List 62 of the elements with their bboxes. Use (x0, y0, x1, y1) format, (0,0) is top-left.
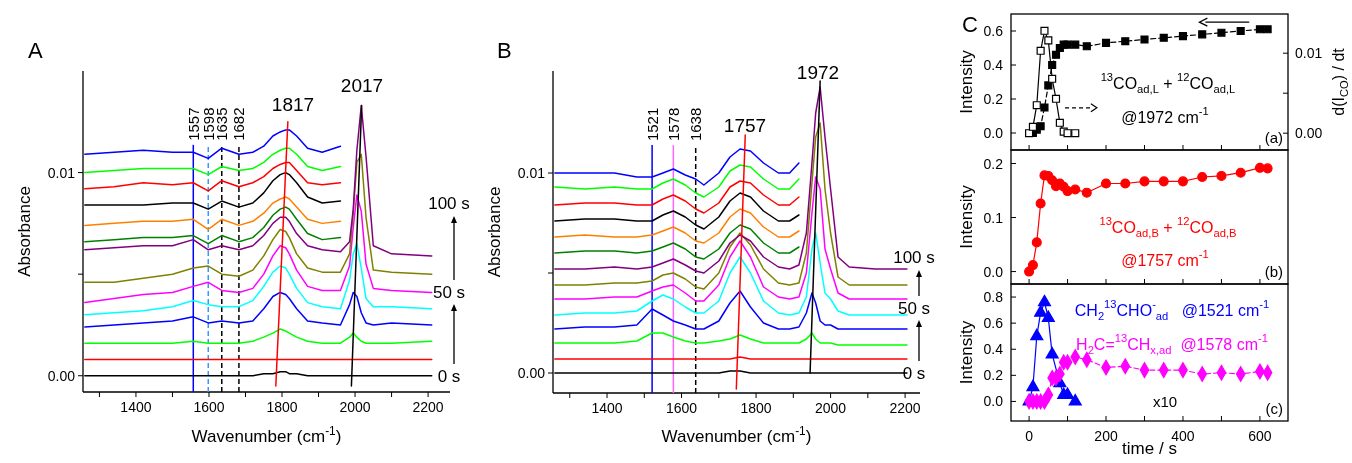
x-tick-label: 2200 (412, 399, 444, 415)
ref-line-label: 1521 (643, 107, 661, 142)
annotation: 1972 (796, 61, 840, 83)
x-axis-title: Wavenumber (cm$^{-1}$) (661, 424, 812, 446)
y-tick-label: 0.6 (983, 23, 1004, 39)
y-tick-label: 0.2 (983, 91, 1004, 107)
chart-title: A (28, 38, 43, 63)
x-tick-label: 1400 (120, 399, 152, 415)
annotation: 2017 (340, 74, 384, 96)
x-tick-label: 200 (1094, 428, 1118, 444)
annotation: @1757 cm$^{-1}$ (1121, 248, 1209, 269)
x-tick-label: 2000 (815, 400, 847, 416)
annotation: 100 s (428, 193, 470, 213)
y-tick-label: 0.2 (983, 155, 1004, 172)
y-tick-label: 0.2 (983, 367, 1004, 384)
x-tick-label: 1600 (665, 400, 698, 416)
annotation: (c) (1265, 399, 1283, 417)
x-tick-label: 2000 (339, 399, 371, 415)
x-tick-label: 1400 (591, 400, 623, 416)
y-axis-title: Absorbance (484, 186, 504, 278)
x-tick-label: 2200 (889, 400, 921, 416)
y-axis-title: Intensity (956, 320, 976, 385)
y-tick-label: 0.0 (983, 125, 1004, 141)
y-tick-label: 0.0 (983, 393, 1004, 410)
annotation: (b) (1264, 262, 1283, 280)
y2-tick-label: 0.00 (1295, 125, 1323, 142)
y-tick-label: 0.4 (983, 57, 1004, 73)
annotation: 50 s (897, 298, 931, 318)
annotation: 1817 (271, 93, 315, 115)
y-tick-label: 0.1 (983, 209, 1004, 226)
x-axis-title: Wavenumber (cm$^{-1}$) (191, 424, 342, 446)
annotation: x10 (1152, 392, 1178, 410)
x-tick-label: 1800 (266, 399, 298, 415)
annotation: 50 s (432, 282, 466, 302)
y-tick-label: 0.8 (983, 289, 1004, 306)
annotation: @1972 cm$^{-1}$ (1121, 105, 1209, 126)
x-tick-label: 0 (1025, 428, 1034, 444)
y-axis-title: Absorbance (14, 186, 34, 277)
annotation: 1757 (723, 114, 767, 136)
ref-line-label: 1638 (687, 107, 705, 142)
ref-line-label: 1578 (664, 107, 682, 142)
series-label: CH$_{2}$$^{13}$CHO$^{-}$$_{ad}$ @1521 cm$^{-1}$ (1074, 298, 1270, 322)
series-label: $^{13}$CO$_{ad,B}$ + $^{12}$CO$_{ad,B}$ (1099, 215, 1237, 239)
annotation: 0 s (902, 363, 926, 383)
series-label: H$_{2}$C=$^{13}$CH$_{x,ad}$ @1578 cm$^{-1}$ (1076, 331, 1268, 356)
ref-line-label: 1682 (230, 107, 248, 141)
chart-title: B (497, 38, 512, 63)
y-axis-title: Intensity (956, 49, 976, 114)
chart-title: C (962, 12, 978, 37)
x-tick-label: 1600 (193, 399, 225, 415)
annotation: 0 s (437, 366, 461, 386)
ref-line-label: 1557 (184, 107, 202, 141)
y2-tick-label: 0.01 (1295, 45, 1323, 62)
y-tick-label: 0.6 (983, 315, 1004, 332)
x-tick-label: 600 (1248, 428, 1272, 444)
y-tick-label: 0.4 (983, 341, 1004, 358)
series-label: $^{13}$CO$_{ad,L}$ + $^{12}$CO$_{ad,L}$ (1100, 71, 1236, 95)
annotation: (a) (1264, 128, 1283, 146)
x-tick-label: 1800 (740, 400, 772, 416)
annotation: 100 s (893, 247, 935, 267)
y-axis-title: Intensity (956, 184, 976, 249)
y-tick-label: 0.0 (983, 263, 1004, 280)
